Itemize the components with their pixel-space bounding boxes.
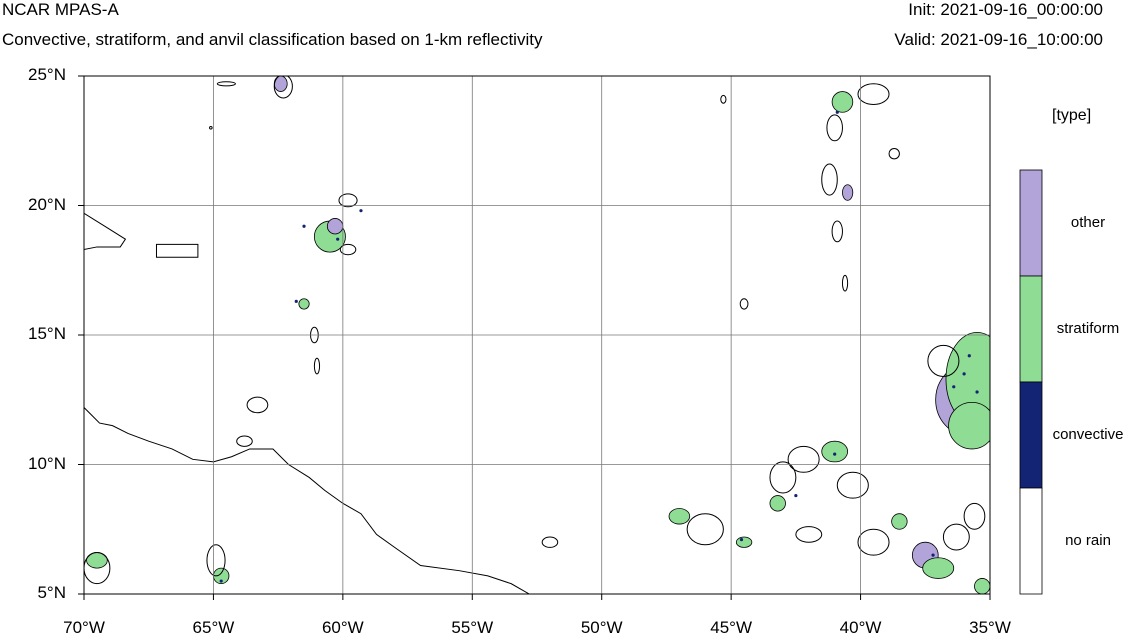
convective-cell	[952, 385, 956, 389]
legend-swatch-other	[1019, 169, 1043, 277]
lon-tick-label: 70°W	[63, 618, 105, 637]
reflectivity-outline	[942, 523, 970, 551]
reflectivity-outline	[836, 471, 869, 499]
lat-tick-label: 10°N	[28, 453, 66, 473]
reflectivity-outline	[541, 536, 559, 548]
plot-subtitle: Convective, stratiform, and anvil classi…	[2, 30, 543, 49]
precip-area-other	[842, 184, 854, 201]
convective-cell	[794, 493, 798, 498]
valid-time: Valid: 2021-09-16_10:00:00	[894, 30, 1103, 49]
legend-label: other	[1070, 214, 1106, 231]
reflectivity-outline	[787, 445, 820, 473]
reflectivity-outline	[739, 298, 749, 310]
reflectivity-outline	[84, 552, 111, 585]
lon-tick-label: 60°W	[321, 618, 364, 637]
precip-area-stratiform	[668, 508, 691, 525]
island-outline	[84, 212, 127, 251]
reflectivity-outline	[686, 513, 724, 546]
reflectivity-outline	[206, 544, 226, 577]
reflectivity-outline	[209, 126, 213, 130]
grid-lines	[84, 76, 990, 594]
reflectivity-outline	[841, 274, 849, 292]
reflectivity-outline	[273, 76, 293, 99]
reflectivity-outline	[313, 357, 321, 375]
reflectivity-outline	[338, 193, 358, 208]
reflectivity-outline	[826, 114, 843, 142]
reflectivity-outline	[246, 396, 269, 414]
reflectivity-outline	[857, 83, 890, 105]
precip-area-stratiform	[891, 513, 908, 530]
island-outline	[155, 243, 199, 258]
convective-cell	[931, 553, 935, 557]
lon-tick-label: 45°W	[710, 618, 753, 637]
convective-cell	[739, 538, 744, 542]
convective-cell	[219, 579, 223, 583]
plot-title: NCAR MPAS-A	[2, 0, 119, 19]
precip-area-stratiform	[922, 557, 955, 579]
reflectivity-outline	[857, 528, 890, 556]
lat-tick-label: 25°N	[28, 65, 66, 84]
reflectivity-outline	[720, 94, 727, 104]
lon-tick-label: 50°W	[580, 618, 623, 637]
reflectivity-outline	[888, 148, 900, 160]
reflectivity-outline	[831, 220, 843, 243]
axis-ticks	[78, 75, 991, 600]
legend-swatch-stratiform	[1019, 275, 1043, 383]
reflectivity-outline	[821, 163, 838, 196]
legend-colorbar	[1019, 169, 1043, 595]
reflectivity-outline	[769, 461, 797, 494]
convective-cell	[294, 299, 298, 303]
lat-tick-label: 15°N	[28, 324, 66, 343]
lon-tick-label: 55°W	[451, 618, 494, 637]
reflectivity-outline	[216, 81, 236, 87]
map-content	[84, 76, 990, 594]
lon-tick-label: 65°W	[192, 618, 235, 637]
reflectivity-outline	[795, 526, 823, 543]
reflectivity-outline	[339, 243, 357, 256]
convective-cell	[962, 372, 966, 376]
precip-area-other	[326, 218, 344, 235]
legend-swatch-no-rain	[1019, 487, 1043, 595]
legend-title: [type]	[1052, 107, 1092, 124]
legend-label: no rain	[1065, 532, 1111, 549]
precip-area-stratiform	[974, 578, 990, 594]
legend-label: convective	[1052, 426, 1124, 443]
coastline	[84, 407, 530, 594]
precip-area-stratiform	[821, 440, 849, 463]
lon-tick-label: 40°W	[839, 618, 882, 637]
precip-area-stratiform	[769, 495, 786, 512]
convective-cell	[975, 390, 979, 394]
precip-area-stratiform	[298, 298, 310, 310]
reflectivity-outline	[927, 344, 960, 377]
reflectivity-outline	[963, 502, 986, 530]
reflectivity-outline	[236, 435, 253, 447]
precip-area-stratiform	[948, 401, 990, 450]
lat-tick-label: 20°N	[28, 194, 66, 214]
convective-cell	[835, 110, 839, 114]
legend-swatch-convective	[1019, 381, 1043, 489]
lat-tick-label: 5°N	[37, 583, 66, 602]
lon-tick-label: 35°W	[969, 618, 1011, 637]
convective-cell	[967, 354, 971, 358]
legend-label: stratiform	[1056, 320, 1120, 337]
init-time: Init: 2021-09-16_00:00:00	[908, 0, 1103, 19]
precip-area-stratiform	[735, 536, 753, 548]
convective-cell	[359, 209, 363, 213]
convective-cell	[336, 237, 340, 241]
convective-cell	[833, 452, 837, 456]
convective-cell	[302, 224, 306, 228]
precip-area-stratiform	[831, 91, 854, 113]
